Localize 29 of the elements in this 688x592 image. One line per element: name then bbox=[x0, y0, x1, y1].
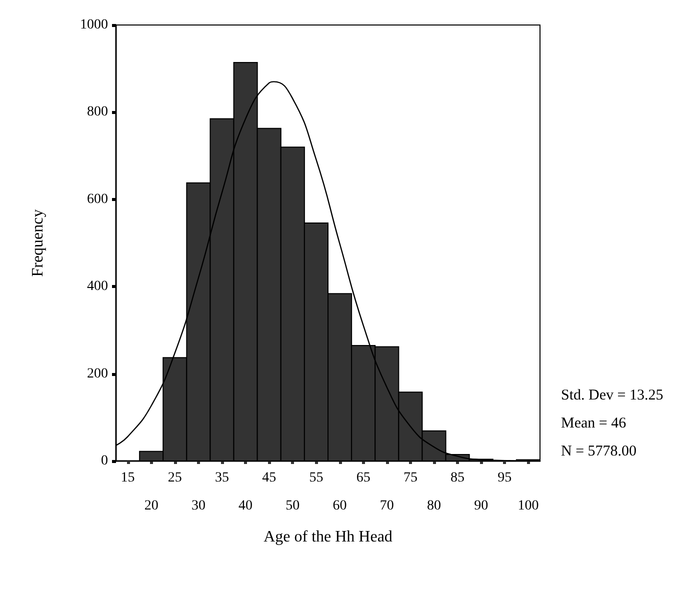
x2-tick-label: 100 bbox=[518, 498, 539, 514]
x2-tick-label: 60 bbox=[332, 498, 347, 514]
x-tick-label: 75 bbox=[403, 470, 418, 486]
x2-tick-label: 70 bbox=[380, 498, 394, 514]
y-tick-label: 0 bbox=[101, 454, 108, 468]
text: Std. Dev = 13.25 bbox=[561, 388, 664, 404]
x-tick-label: 25 bbox=[168, 470, 182, 486]
x-tick-label: 35 bbox=[215, 470, 229, 486]
y-tick-label: 400 bbox=[87, 279, 108, 294]
text: Mean = 46 bbox=[561, 416, 627, 432]
y-tick-label: 600 bbox=[87, 192, 108, 207]
y-tick-label: 200 bbox=[87, 366, 108, 382]
text: N = 5778.00 bbox=[561, 444, 637, 460]
x-axis-title: Age of the Hh Head bbox=[264, 528, 392, 546]
x2-tick-label: 80 bbox=[427, 498, 441, 514]
x2-tick-label: 30 bbox=[191, 498, 206, 514]
x-tick-label: 45 bbox=[262, 470, 276, 486]
x-tick-label: 95 bbox=[498, 470, 512, 486]
x-tick-label: 55 bbox=[309, 470, 324, 486]
x-tick-label: 85 bbox=[450, 470, 465, 486]
x-tick-label: 65 bbox=[356, 470, 370, 486]
x2-tick-label: 20 bbox=[144, 498, 158, 514]
x2-tick-label: 90 bbox=[474, 498, 488, 514]
y-axis-title: Frequency bbox=[30, 209, 46, 277]
x-tick-label: 15 bbox=[120, 470, 135, 486]
y-tick-label: 1000 bbox=[80, 18, 108, 32]
y-tick-label: 800 bbox=[87, 104, 108, 120]
x2-tick-label: 40 bbox=[238, 498, 253, 514]
x2-tick-label: 50 bbox=[286, 498, 300, 514]
